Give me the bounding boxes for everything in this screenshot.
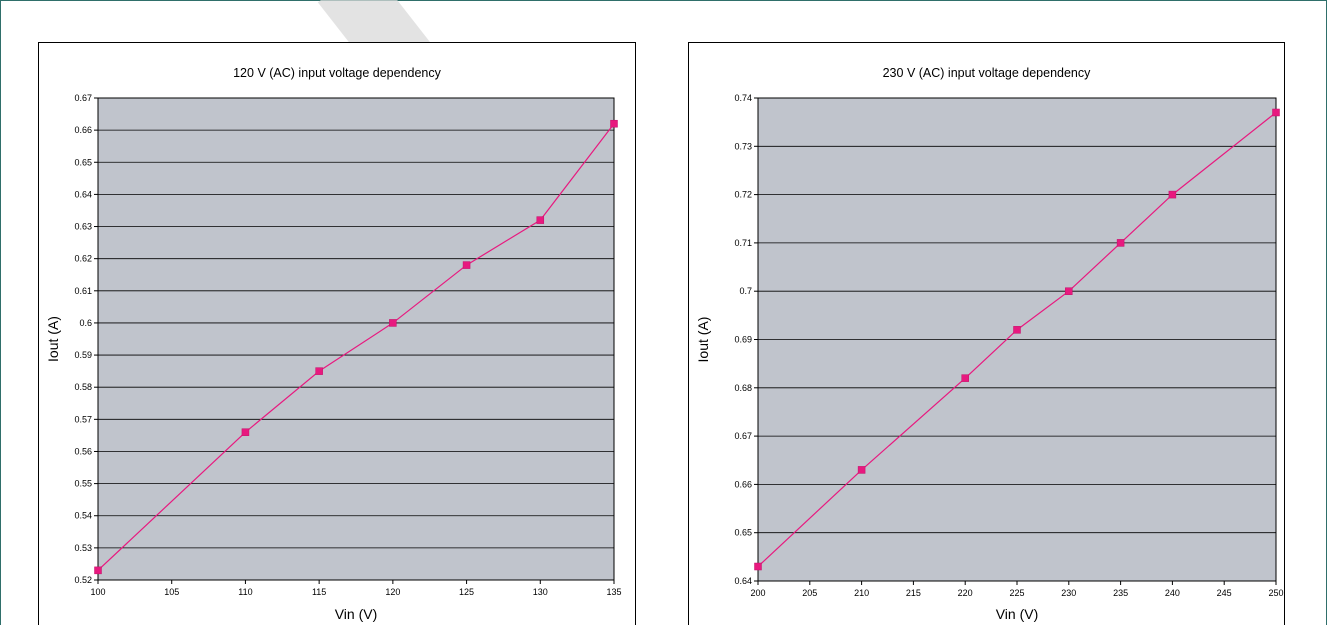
chart-230v-y-tick-label: 0.72 bbox=[734, 190, 752, 200]
chart-230v-data-point bbox=[1272, 108, 1280, 117]
chart-230v-x-tick-label: 230 bbox=[1061, 588, 1076, 598]
chart-120v-y-tick-label: 0.64 bbox=[74, 189, 92, 199]
chart-120v-x-tick-label: 105 bbox=[164, 587, 179, 597]
chart-120v-y-tick-label: 0.56 bbox=[74, 446, 92, 456]
chart-230v-y-tick-label: 0.65 bbox=[734, 528, 752, 538]
chart-120v-y-tick-label: 0.66 bbox=[74, 125, 92, 135]
chart-230v-y-tick-label: 0.66 bbox=[734, 479, 752, 489]
chart-230v-y-tick-label: 0.67 bbox=[734, 431, 752, 441]
chart-120v-y-tick-label: 0.67 bbox=[74, 93, 92, 103]
chart-120v-y-tick-label: 0.58 bbox=[74, 382, 92, 392]
chart-120v-y-tick-label: 0.65 bbox=[74, 157, 92, 167]
chart-120v: 0.52 0.53 0.54 0.55 0.56 0.57 0.58 0.59 0.6 0.61 0… bbox=[38, 42, 636, 625]
chart-230v-series-line bbox=[757, 112, 1277, 567]
chart-230v-y-tick-label: 0.71 bbox=[734, 238, 752, 248]
chart-120v-y-tick-label: 0.62 bbox=[74, 254, 92, 264]
chart-230v-title: 230 V (AC) input voltage dependency bbox=[883, 66, 1092, 80]
chart-230v-data-point bbox=[1168, 190, 1177, 199]
chart-230v-x-tick-label: 250 bbox=[1268, 588, 1283, 598]
chart-230v-x-tick-label: 240 bbox=[1165, 588, 1180, 598]
chart-230v-x-tick-label: 210 bbox=[854, 588, 869, 598]
chart-120v-y-tick-label: 0.55 bbox=[74, 479, 92, 489]
chart-230v: 0.64 0.65 0.66 0.67 0.68 0.69 0.7 0.71 0.72 0.73 0… bbox=[688, 42, 1285, 625]
chart-120v-x-tick-label: 135 bbox=[606, 587, 621, 597]
chart-230v-y-tick-label: 0.69 bbox=[734, 335, 752, 345]
chart-120v-data-point bbox=[241, 428, 250, 436]
chart-230v-x-tick-label: 205 bbox=[802, 588, 817, 598]
chart-120v-x-tick-label: 110 bbox=[238, 587, 252, 597]
chart-230v-data-point bbox=[1065, 287, 1073, 295]
chart-120v-x-axis-label: Vin (V) bbox=[335, 606, 378, 622]
chart-120v-y-tick-label: 0.59 bbox=[74, 350, 92, 360]
chart-120v-x-tick-label: 115 bbox=[312, 587, 326, 597]
chart-120v-data-point bbox=[94, 566, 102, 575]
chart-230v-x-tick-label: 235 bbox=[1113, 588, 1128, 598]
chart-230v-data-point bbox=[961, 374, 969, 382]
chart-120v-plot-area bbox=[97, 97, 615, 581]
chart-120v-x-tick-label: 120 bbox=[385, 587, 400, 597]
chart-230v-data-point bbox=[754, 562, 762, 571]
chart-120v-x-tick-label: 100 bbox=[90, 587, 105, 597]
chart-230v-x-tick-label: 245 bbox=[1217, 588, 1232, 598]
chart-120v-data-point bbox=[462, 261, 471, 269]
chart-120v-y-tick-label: 0.61 bbox=[74, 286, 92, 296]
chart-230v-data-point bbox=[1013, 326, 1021, 334]
chart-230v-data-point bbox=[1116, 239, 1125, 247]
chart-120v-x-tick-label: 125 bbox=[459, 587, 474, 597]
frame-left-border bbox=[0, 0, 1, 625]
chart-120v-data-point bbox=[536, 216, 545, 224]
chart-230v-y-tick-label: 0.74 bbox=[734, 93, 752, 103]
chart-230v-x-tick-label: 215 bbox=[906, 588, 921, 598]
chart-230v-x-tick-label: 200 bbox=[750, 588, 765, 598]
chart-120v-data-point bbox=[315, 367, 323, 375]
chart-120v-y-tick-label: 0.54 bbox=[74, 511, 92, 521]
chart-120v-title: 120 V (AC) input voltage dependency bbox=[233, 66, 442, 80]
chart-230v-data-point bbox=[857, 466, 866, 474]
chart-230v-y-tick-label: 0.68 bbox=[734, 383, 752, 393]
chart-230v-y-tick-label: 0.73 bbox=[734, 141, 752, 151]
frame-top-border bbox=[0, 0, 1327, 1]
chart-120v-data-point bbox=[610, 119, 618, 128]
chart-120v-y-tick-label: 0.63 bbox=[74, 222, 92, 232]
chart-230v-y-tick-label: 0.64 bbox=[734, 576, 752, 586]
chart-120v-y-tick-label: 0.52 bbox=[74, 575, 92, 585]
chart-120v-svg: 0.52 0.53 0.54 0.55 0.56 0.57 0.58 0.59 0.6 0.61 0… bbox=[45, 66, 622, 622]
chart-230v-svg: 0.64 0.65 0.66 0.67 0.68 0.69 0.7 0.71 0.72 0.73 0… bbox=[695, 66, 1284, 622]
chart-230v-x-axis-label: Vin (V) bbox=[996, 606, 1039, 622]
chart-120v-x-tick-label: 130 bbox=[533, 587, 548, 597]
chart-230v-y-axis-label: Iout (A) bbox=[695, 317, 711, 363]
chart-230v-y-tick-label: 0.7 bbox=[739, 286, 752, 296]
chart-230v-x-tick-label: 220 bbox=[958, 588, 973, 598]
chart-120v-y-tick-label: 0.6 bbox=[79, 318, 92, 328]
chart-120v-y-tick-label: 0.53 bbox=[74, 543, 92, 553]
chart-120v-data-point bbox=[389, 319, 397, 327]
chart-230v-x-tick-label: 225 bbox=[1009, 588, 1024, 598]
chart-120v-y-tick-label: 0.57 bbox=[74, 414, 92, 424]
chart-120v-y-axis-label: Iout (A) bbox=[45, 316, 61, 362]
